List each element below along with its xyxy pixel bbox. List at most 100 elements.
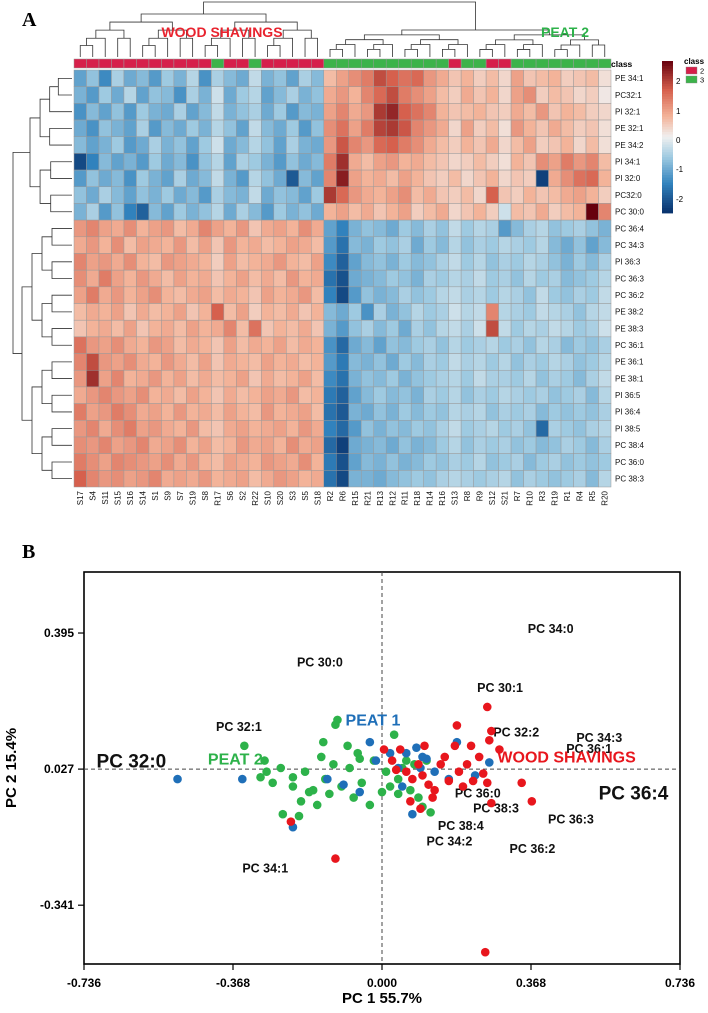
column-label: S6 [226, 490, 235, 500]
heatmap-cell [261, 119, 275, 137]
heatmap-cell [548, 269, 562, 288]
column-label: R19 [551, 490, 560, 505]
heatmap-cell [198, 470, 212, 488]
heatmap-cell [223, 119, 237, 137]
heatmap-cell [473, 420, 487, 438]
heatmap-cell [473, 103, 487, 121]
row-label: PE 38:3 [615, 324, 644, 333]
heatmap-cell [98, 436, 112, 454]
heatmap-cell [261, 269, 275, 288]
score-point [482, 778, 492, 788]
heatmap-cell [186, 403, 200, 421]
heatmap-cell [448, 470, 462, 488]
scale-segment [662, 164, 673, 168]
dendrogram-branch [41, 369, 52, 404]
heatmap-cell [223, 386, 237, 404]
heatmap-cell [298, 369, 312, 388]
loading-label: PC 38:4 [438, 819, 484, 833]
heatmap-cell [148, 403, 162, 421]
heatmap-cell [186, 186, 200, 204]
heatmap-cell [323, 86, 337, 104]
heatmap-cell [98, 353, 112, 371]
score-point [240, 741, 249, 751]
heatmap-cell [585, 453, 599, 471]
scale-segment [662, 66, 673, 69]
heatmap-cell [248, 369, 262, 388]
heatmap-cell [548, 219, 562, 238]
heatmap-cell [348, 236, 362, 254]
heatmap-cell [498, 86, 512, 104]
heatmap-cell [485, 369, 499, 388]
heatmap-cell [248, 103, 262, 121]
heatmap-cell [286, 386, 300, 404]
heatmap-cell [236, 169, 250, 188]
heatmap-cell [161, 470, 175, 488]
class-cell [485, 58, 499, 69]
heatmap-cell [523, 86, 537, 104]
heatmap-cell [261, 69, 275, 87]
heatmap-cell [148, 386, 162, 404]
heatmap-cell [148, 269, 162, 288]
heatmap-cell [548, 420, 562, 438]
heatmap-cell [385, 403, 399, 421]
heatmap-cell [123, 269, 137, 288]
heatmap-cell [198, 369, 212, 388]
heatmap-cell [523, 219, 537, 238]
heatmap-cell [298, 103, 312, 121]
score-point [420, 741, 429, 751]
heatmap-cell [585, 119, 599, 137]
dendrogram-branch [21, 286, 32, 421]
heatmap-cell [373, 369, 387, 388]
heatmap-cell [448, 436, 462, 454]
heatmap-cell [410, 186, 424, 204]
dendrogram-branch [57, 77, 72, 96]
heatmap-cell [598, 420, 612, 438]
heatmap-cell [198, 86, 212, 104]
heatmap-cell [286, 369, 300, 388]
heatmap-cell [211, 436, 225, 454]
heatmap-cell [485, 470, 499, 488]
column-label: R1 [563, 490, 572, 501]
score-point [262, 767, 271, 776]
heatmap-cell [598, 186, 612, 204]
score-point [323, 774, 332, 784]
heatmap-cell [323, 453, 337, 471]
heatmap-cell [248, 153, 262, 171]
score-point [408, 809, 417, 819]
heatmap-cell [435, 253, 449, 271]
heatmap-cell [148, 420, 162, 438]
heatmap-cell [86, 269, 100, 288]
heatmap-cell [498, 236, 512, 254]
heatmap-cell [523, 253, 537, 271]
heatmap-cell [236, 269, 250, 288]
heatmap-cell [560, 303, 574, 321]
heatmap-cell [573, 436, 587, 454]
heatmap-cell [198, 186, 212, 204]
heatmap-cell [585, 253, 599, 271]
score-point [343, 741, 352, 751]
heatmap-cell [161, 86, 175, 104]
scale-segment [662, 187, 673, 191]
heatmap-cell [385, 119, 399, 137]
heatmap-cell [585, 269, 599, 288]
dendrogram-branch [142, 45, 156, 57]
score-point [276, 763, 286, 773]
heatmap-cell [111, 386, 125, 404]
heatmap-cell [136, 219, 150, 238]
heatmap-cell [560, 253, 574, 271]
heatmap-cell [236, 119, 250, 137]
heatmap-cell [485, 353, 499, 371]
heatmap-cell [423, 453, 437, 471]
heatmap-cell [535, 119, 549, 137]
heatmap-cell [261, 236, 275, 254]
y-axis-label: PC 2 15.4% [3, 728, 20, 808]
scale-segment [662, 162, 673, 166]
heatmap-cell [273, 453, 287, 471]
heatmap-cell [523, 153, 537, 171]
heatmap-cell [186, 319, 200, 338]
class-cell [448, 58, 462, 69]
heatmap-cell [460, 103, 474, 121]
heatmap-cell [111, 420, 125, 438]
scale-segment [662, 124, 673, 128]
heatmap-cell [73, 236, 87, 254]
